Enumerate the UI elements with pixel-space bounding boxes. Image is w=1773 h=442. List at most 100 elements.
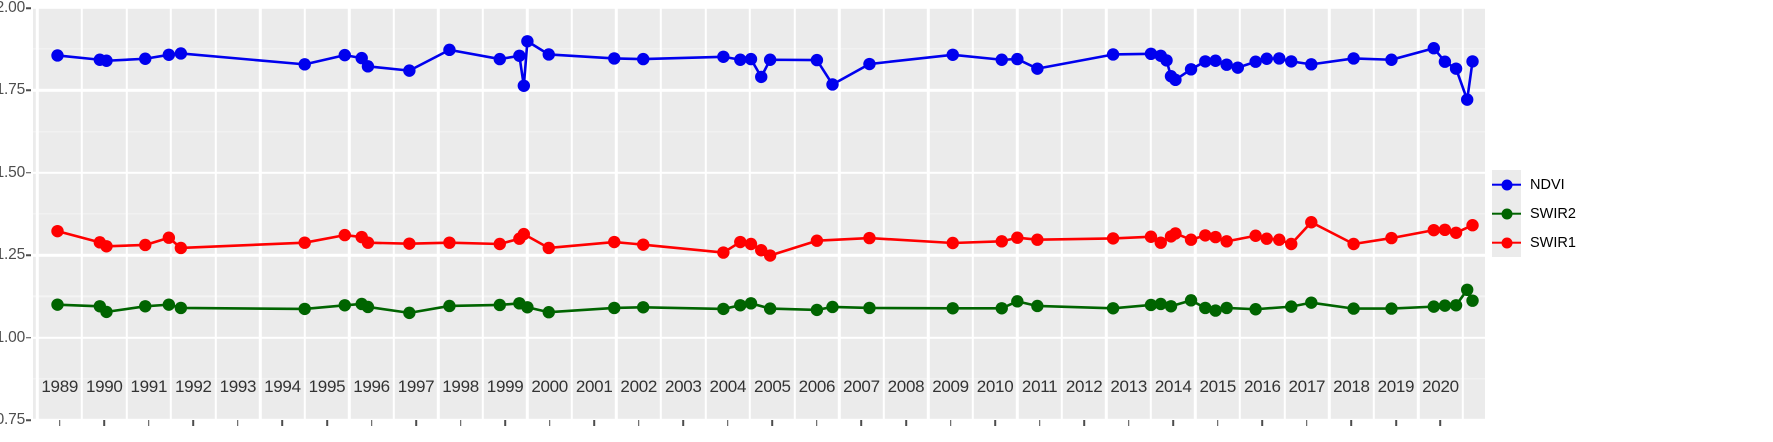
y-axis-tick-mark [26, 419, 31, 421]
data-point [1305, 296, 1318, 309]
legend-key-point-icon [1501, 208, 1512, 219]
data-point [717, 246, 730, 259]
x-axis-tick-mark [1439, 420, 1442, 426]
y-axis-tick-mark [26, 254, 31, 256]
data-point [493, 237, 506, 251]
legend-item-label: SWIR2 [1530, 205, 1576, 222]
gridline-vertical [1016, 8, 1019, 420]
plot-panel: 1989 1990 1991 1992 1993 1994 1995 1996 1997 1998… [33, 8, 1485, 420]
gridline-vertical [258, 8, 262, 420]
legend-item-label: SWIR1 [1530, 234, 1576, 251]
data-point [162, 298, 176, 311]
x-axis-tick-label: 1995 [308, 377, 346, 396]
gridline-vertical [748, 8, 752, 420]
x-axis-tick-label: 2020 [1422, 377, 1459, 396]
data-point [100, 305, 113, 319]
data-point [1199, 301, 1212, 315]
legend-item-ndvi[interactable]: NDVI [1492, 170, 1612, 199]
x-axis-tick-label: 1992 [175, 377, 212, 396]
data-point [1231, 61, 1245, 74]
data-point [1347, 52, 1360, 65]
gridline-vertical [1327, 8, 1331, 420]
data-point [1285, 300, 1298, 313]
gridline-horizontal [33, 89, 1485, 92]
data-point [443, 299, 456, 313]
gridline-vertical [36, 8, 39, 420]
x-axis-tick-label: 1999 [486, 377, 524, 396]
data-point [1385, 53, 1398, 66]
legend-item-swir1[interactable]: SWIR1 [1492, 228, 1612, 257]
x-axis-tick-label: 2001 [575, 377, 613, 396]
x-axis-tick-mark [860, 420, 863, 426]
data-point [1154, 297, 1167, 311]
gridline-horizontal-minor [33, 213, 1485, 215]
data-point [1347, 302, 1360, 315]
x-axis-tick-label: 2003 [664, 377, 702, 396]
data-point [174, 301, 188, 315]
gridline-horizontal-minor [33, 130, 1485, 133]
gridline-vertical [214, 8, 217, 420]
data-point [1438, 55, 1452, 68]
data-point [717, 50, 730, 63]
x-axis-tick-mark [1083, 420, 1085, 426]
data-point [1199, 229, 1212, 242]
y-axis-tick-mark [26, 7, 31, 9]
data-point [608, 52, 621, 65]
gridline-vertical [481, 8, 485, 420]
series-ndvi [51, 35, 1479, 106]
x-axis-tick-mark [326, 420, 328, 426]
x-axis-tick-mark [682, 420, 685, 426]
gridline-vertical [392, 8, 395, 420]
data-point [717, 302, 730, 316]
x-axis-tick-mark [58, 420, 61, 426]
gridline-vertical [1372, 8, 1375, 420]
data-point [863, 301, 876, 315]
data-point [1347, 237, 1360, 251]
data-point [1164, 230, 1178, 243]
x-axis-tick-label: 2005 [754, 377, 791, 396]
data-point [1305, 58, 1318, 71]
data-point [1106, 48, 1120, 61]
data-point [1169, 227, 1182, 240]
gridline-vertical [704, 8, 707, 420]
data-point [1031, 62, 1044, 75]
data-point [995, 53, 1008, 66]
data-point [174, 241, 188, 255]
x-axis-tick-mark [1306, 420, 1308, 426]
data-point [139, 300, 152, 313]
data-point [1285, 237, 1298, 251]
data-point [361, 60, 375, 73]
data-point [1199, 55, 1212, 68]
x-axis-tick-mark [415, 420, 417, 426]
data-point [637, 301, 650, 314]
x-axis-tick-label: 1997 [397, 377, 435, 396]
x-axis-tick-label: 2007 [843, 377, 880, 396]
data-point [734, 235, 747, 249]
legend-item-swir2[interactable]: SWIR2 [1492, 199, 1612, 228]
x-axis-tick-mark [994, 420, 996, 426]
data-point [513, 49, 526, 62]
data-point [637, 52, 650, 66]
data-point [542, 48, 555, 61]
data-point [1031, 233, 1044, 246]
data-point [1154, 236, 1167, 249]
x-axis-tick-mark [637, 420, 640, 426]
data-point [1427, 223, 1440, 237]
x-axis-tick-label: 1989 [41, 377, 79, 396]
y-axis-tick-label: 1.25 [0, 246, 25, 264]
data-point [1385, 302, 1398, 315]
data-point [403, 306, 416, 320]
x-axis-tick-mark [1395, 420, 1397, 426]
data-point [1220, 58, 1233, 71]
data-point [1466, 219, 1479, 232]
gridline-vertical [837, 8, 841, 420]
x-axis-tick-mark [1261, 420, 1264, 426]
data-point [493, 52, 506, 66]
y-axis-tick-mark [26, 89, 31, 92]
x-axis-tick-mark [459, 420, 462, 426]
y-axis-tick-label: 0.75 [0, 411, 25, 428]
gridline-vertical [882, 8, 885, 420]
data-point [995, 235, 1008, 248]
data-point [542, 241, 555, 255]
x-axis-tick-label: 2012 [1065, 377, 1103, 396]
